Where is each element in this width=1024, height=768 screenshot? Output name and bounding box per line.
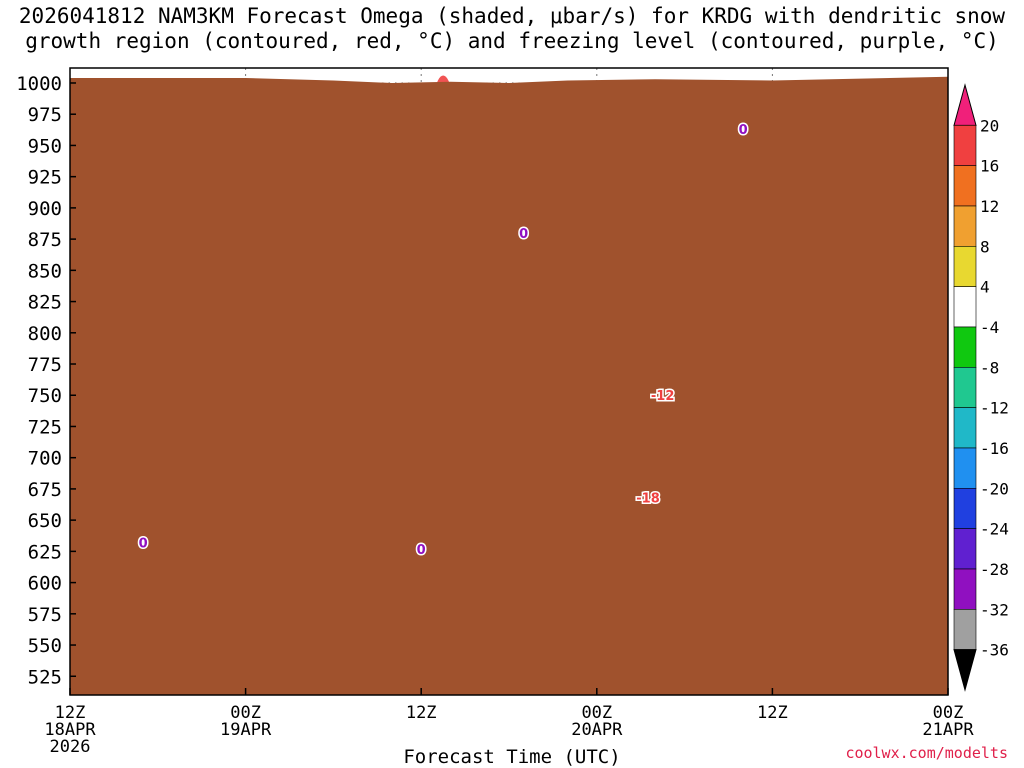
y-tick-label-525: 525: [28, 666, 62, 688]
contour-label-2-3: 0: [739, 123, 748, 138]
colorbar-label-9: -20: [980, 479, 1009, 498]
x-tick-label-60-0: 00Z: [933, 703, 964, 723]
colorbar-label-8: -16: [980, 439, 1009, 458]
colorbar-bin-9: [953, 447, 977, 489]
colorbar-bin-13: [953, 609, 977, 650]
colorbar-label-5: -4: [980, 318, 999, 337]
contour-label-0-0: -12: [651, 389, 675, 404]
chart-title-line-2: growth region (contoured, red, °C) and f…: [25, 29, 999, 53]
colorbar-bin-1: [953, 125, 977, 166]
y-tick-label-975: 975: [28, 104, 62, 126]
colorbar-bin-3: [953, 205, 977, 247]
colorbar-bin-2: [953, 165, 977, 207]
x-tick-label-0-1: 18APR: [44, 720, 96, 740]
colorbar-bin-8: [953, 407, 977, 449]
colorbar-cap-top: [953, 83, 977, 126]
colorbar-label-1: 16: [980, 157, 999, 176]
colorbar-label-2: 12: [980, 197, 999, 216]
y-tick-label-600: 600: [28, 573, 62, 595]
contour-labels: -12 -18 0 0 0 0: [137, 122, 749, 560]
chart-title: 2026041812 NAM3KM Forecast Omega (shaded…: [0, 4, 1024, 54]
y-tick-label-775: 775: [28, 354, 62, 376]
y-tick-label-950: 950: [28, 135, 62, 157]
colorbar-label-12: -32: [980, 600, 1009, 619]
colorbar-label-3: 8: [980, 237, 990, 256]
y-tick-label-825: 825: [28, 292, 62, 314]
terrain-fill: [70, 76, 948, 695]
x-tick-label-60-1: 21APR: [922, 720, 974, 740]
colorbar-bin-12: [953, 568, 977, 610]
colorbar-bin-6: [953, 326, 977, 368]
colorbar-legend: 20 16 12 8 4 -4 -8 -12 -16 -20 -24 -28 -32 -36: [953, 83, 1009, 692]
y-tick-label-875: 875: [28, 229, 62, 251]
y-tick-label-650: 650: [28, 510, 62, 532]
colorbar-label-11: -28: [980, 560, 1009, 579]
y-tick-label-675: 675: [28, 479, 62, 501]
colorbar-bin-4: [953, 246, 977, 287]
colorbar-bin-7: [953, 367, 977, 408]
y-tick-label-850: 850: [28, 260, 62, 282]
contour-label-2-2: 0: [519, 227, 528, 242]
contour-lines: [70, 76, 948, 695]
y-tick-label-550: 550: [28, 635, 62, 657]
credit-text: coolwx.com/modelts: [845, 744, 1008, 762]
colorbar-label-0: 20: [980, 116, 999, 135]
y-axis-ticks: 525 550 575 600 625 650 675 700 725 750 775 800 825 8…: [16, 73, 76, 688]
y-tick-label-925: 925: [28, 167, 62, 189]
contour-label-1-0: -18: [636, 492, 660, 507]
y-tick-label-625: 625: [28, 541, 62, 563]
x-axis-title: Forecast Time (UTC): [403, 746, 621, 768]
x-tick-label-36-0: 00Z: [581, 703, 612, 723]
x-tick-label-36-1: 20APR: [571, 720, 623, 740]
chart-title-line-1: 2026041812 NAM3KM Forecast Omega (shaded…: [18, 4, 1006, 28]
colorbar-label-4: 4: [980, 278, 990, 297]
colorbar-label-13: -36: [980, 641, 1009, 660]
y-tick-label-750: 750: [28, 385, 62, 407]
colorbar-bin-5: [953, 286, 977, 328]
x-tick-label-0-2: 2026: [50, 737, 91, 757]
colorbar-label-7: -12: [980, 399, 1009, 418]
x-tick-label-12-0: 00Z: [230, 703, 261, 723]
contour-label-2-0: 0: [139, 537, 148, 552]
x-tick-label-48-0: 12Z: [757, 703, 788, 723]
contour-label-2-1: 0: [417, 543, 426, 558]
colorbar-bin-10: [953, 488, 977, 529]
y-tick-label-800: 800: [28, 323, 62, 345]
plot-frame: [69, 67, 949, 696]
colorbar-cap-bottom: [953, 649, 977, 692]
colorbar-bin-11: [953, 528, 977, 570]
y-tick-label-900: 900: [28, 198, 62, 220]
colorbar-label-10: -24: [980, 520, 1009, 539]
x-tick-label-0-0: 12Z: [55, 703, 86, 723]
y-tick-label-1000: 1000: [16, 73, 62, 95]
y-tick-label-700: 700: [28, 448, 62, 470]
y-tick-label-575: 575: [28, 604, 62, 626]
x-tick-label-24-0: 12Z: [406, 703, 437, 723]
y-tick-label-725: 725: [28, 416, 62, 438]
x-tick-label-12-1: 19APR: [220, 720, 272, 740]
colorbar-label-6: -8: [980, 358, 999, 377]
